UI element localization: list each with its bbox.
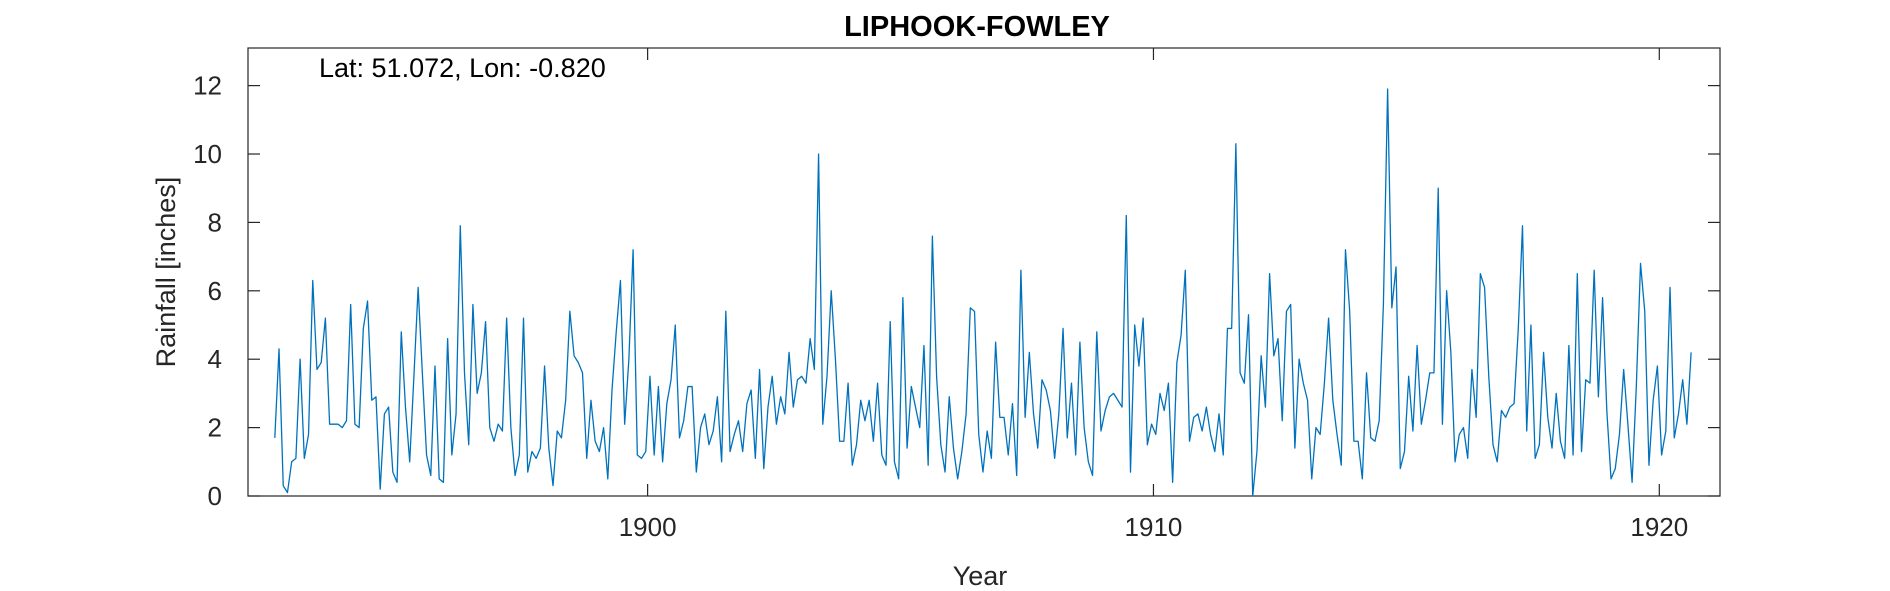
y-tick-label: 2: [208, 413, 222, 443]
chart-title: LIPHOOK-FOWLEY: [844, 11, 1110, 43]
x-axis: 1900 1910 1920: [619, 48, 1688, 542]
y-tick-label: 12: [193, 71, 222, 101]
y-tick-label: 4: [208, 344, 222, 374]
rainfall-series-line: [274, 88, 1692, 497]
location-annotation: Lat: 51.072, Lon: -0.820: [319, 53, 606, 83]
y-tick-label: 8: [208, 207, 222, 237]
y-axis-label: Rainfall [inches]: [151, 177, 181, 368]
y-tick-label: 0: [208, 481, 222, 511]
plot-area: [247, 47, 1721, 497]
x-tick-label: 1910: [1125, 512, 1183, 542]
y-tick-label: 10: [193, 139, 222, 169]
x-axis-label: Year: [953, 561, 1008, 591]
x-tick-label: 1920: [1630, 512, 1688, 542]
y-tick-label: 6: [208, 276, 222, 306]
y-axis: 0 2 4 6 8 10 12: [193, 71, 1720, 511]
x-tick-label: 1900: [619, 512, 677, 542]
